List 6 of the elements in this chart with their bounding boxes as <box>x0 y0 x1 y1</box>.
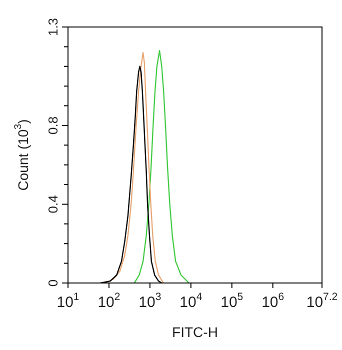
y-tick-label: 1.3 <box>46 18 61 36</box>
y-axis-title: Count (103) <box>13 119 31 191</box>
y-tick-label: 0 <box>46 279 61 287</box>
y-tick-label: 0.4 <box>46 195 61 214</box>
x-axis-title: FITC-H <box>172 324 218 340</box>
y-tick-label: 0.8 <box>46 116 61 134</box>
